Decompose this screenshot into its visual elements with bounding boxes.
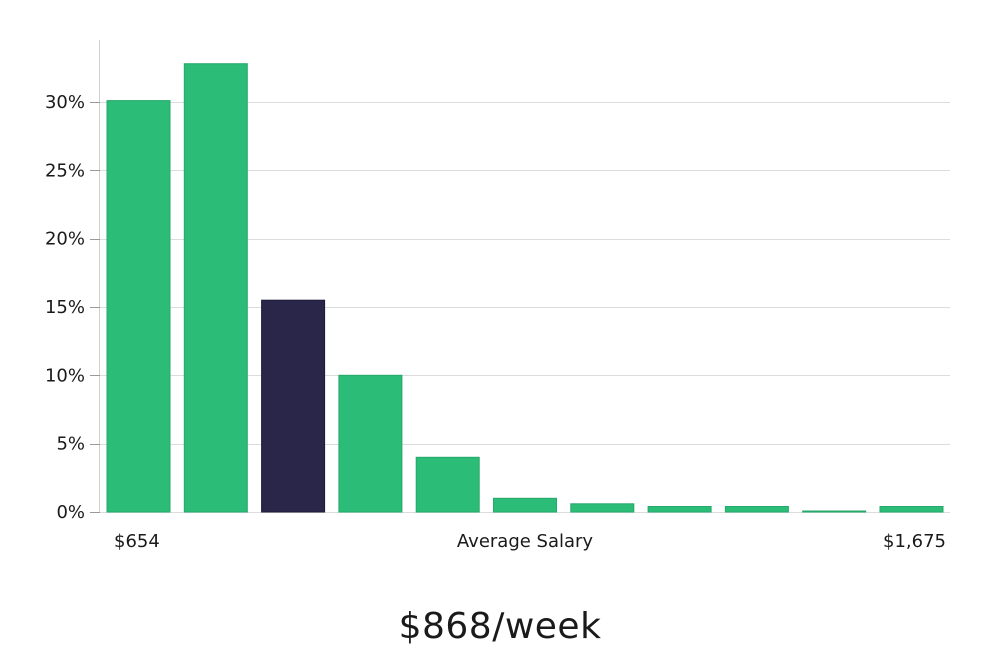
average-weekly-salary: $868/week xyxy=(398,606,602,647)
y-tick-label: 25% xyxy=(45,160,85,181)
x-label-layer: $654 Average Salary $1,675 xyxy=(114,531,946,552)
histogram-bar[interactable] xyxy=(879,506,944,513)
histogram-bar[interactable] xyxy=(802,510,867,513)
y-tick-label: 15% xyxy=(45,297,85,318)
y-tick-label: 5% xyxy=(56,434,85,455)
y-tick-layer: 0% 5% 10% 15% 20% 25% 30% xyxy=(45,92,100,523)
y-tick-label: 10% xyxy=(45,365,85,386)
bar-layer xyxy=(106,63,944,513)
x-max-label: $1,675 xyxy=(883,531,946,552)
x-center-label: Average Salary xyxy=(457,531,594,552)
histogram-bar[interactable] xyxy=(338,374,403,513)
histogram-bar[interactable] xyxy=(493,497,557,513)
x-min-label: $654 xyxy=(114,531,160,552)
y-tick-label: 30% xyxy=(45,92,85,113)
histogram-bar[interactable] xyxy=(415,456,480,513)
histogram-bar[interactable] xyxy=(106,100,171,513)
y-tick-label: 0% xyxy=(56,502,85,523)
y-tick-label: 20% xyxy=(45,229,85,250)
histogram-bar[interactable] xyxy=(183,63,248,513)
histogram-bar[interactable] xyxy=(647,506,712,513)
histogram-bar[interactable] xyxy=(261,299,326,513)
histogram-bar[interactable] xyxy=(570,503,635,513)
salary-histogram: 0% 5% 10% 15% 20% 25% 30% $654 Average Salary … xyxy=(45,40,950,552)
histogram-bar[interactable] xyxy=(724,506,789,513)
